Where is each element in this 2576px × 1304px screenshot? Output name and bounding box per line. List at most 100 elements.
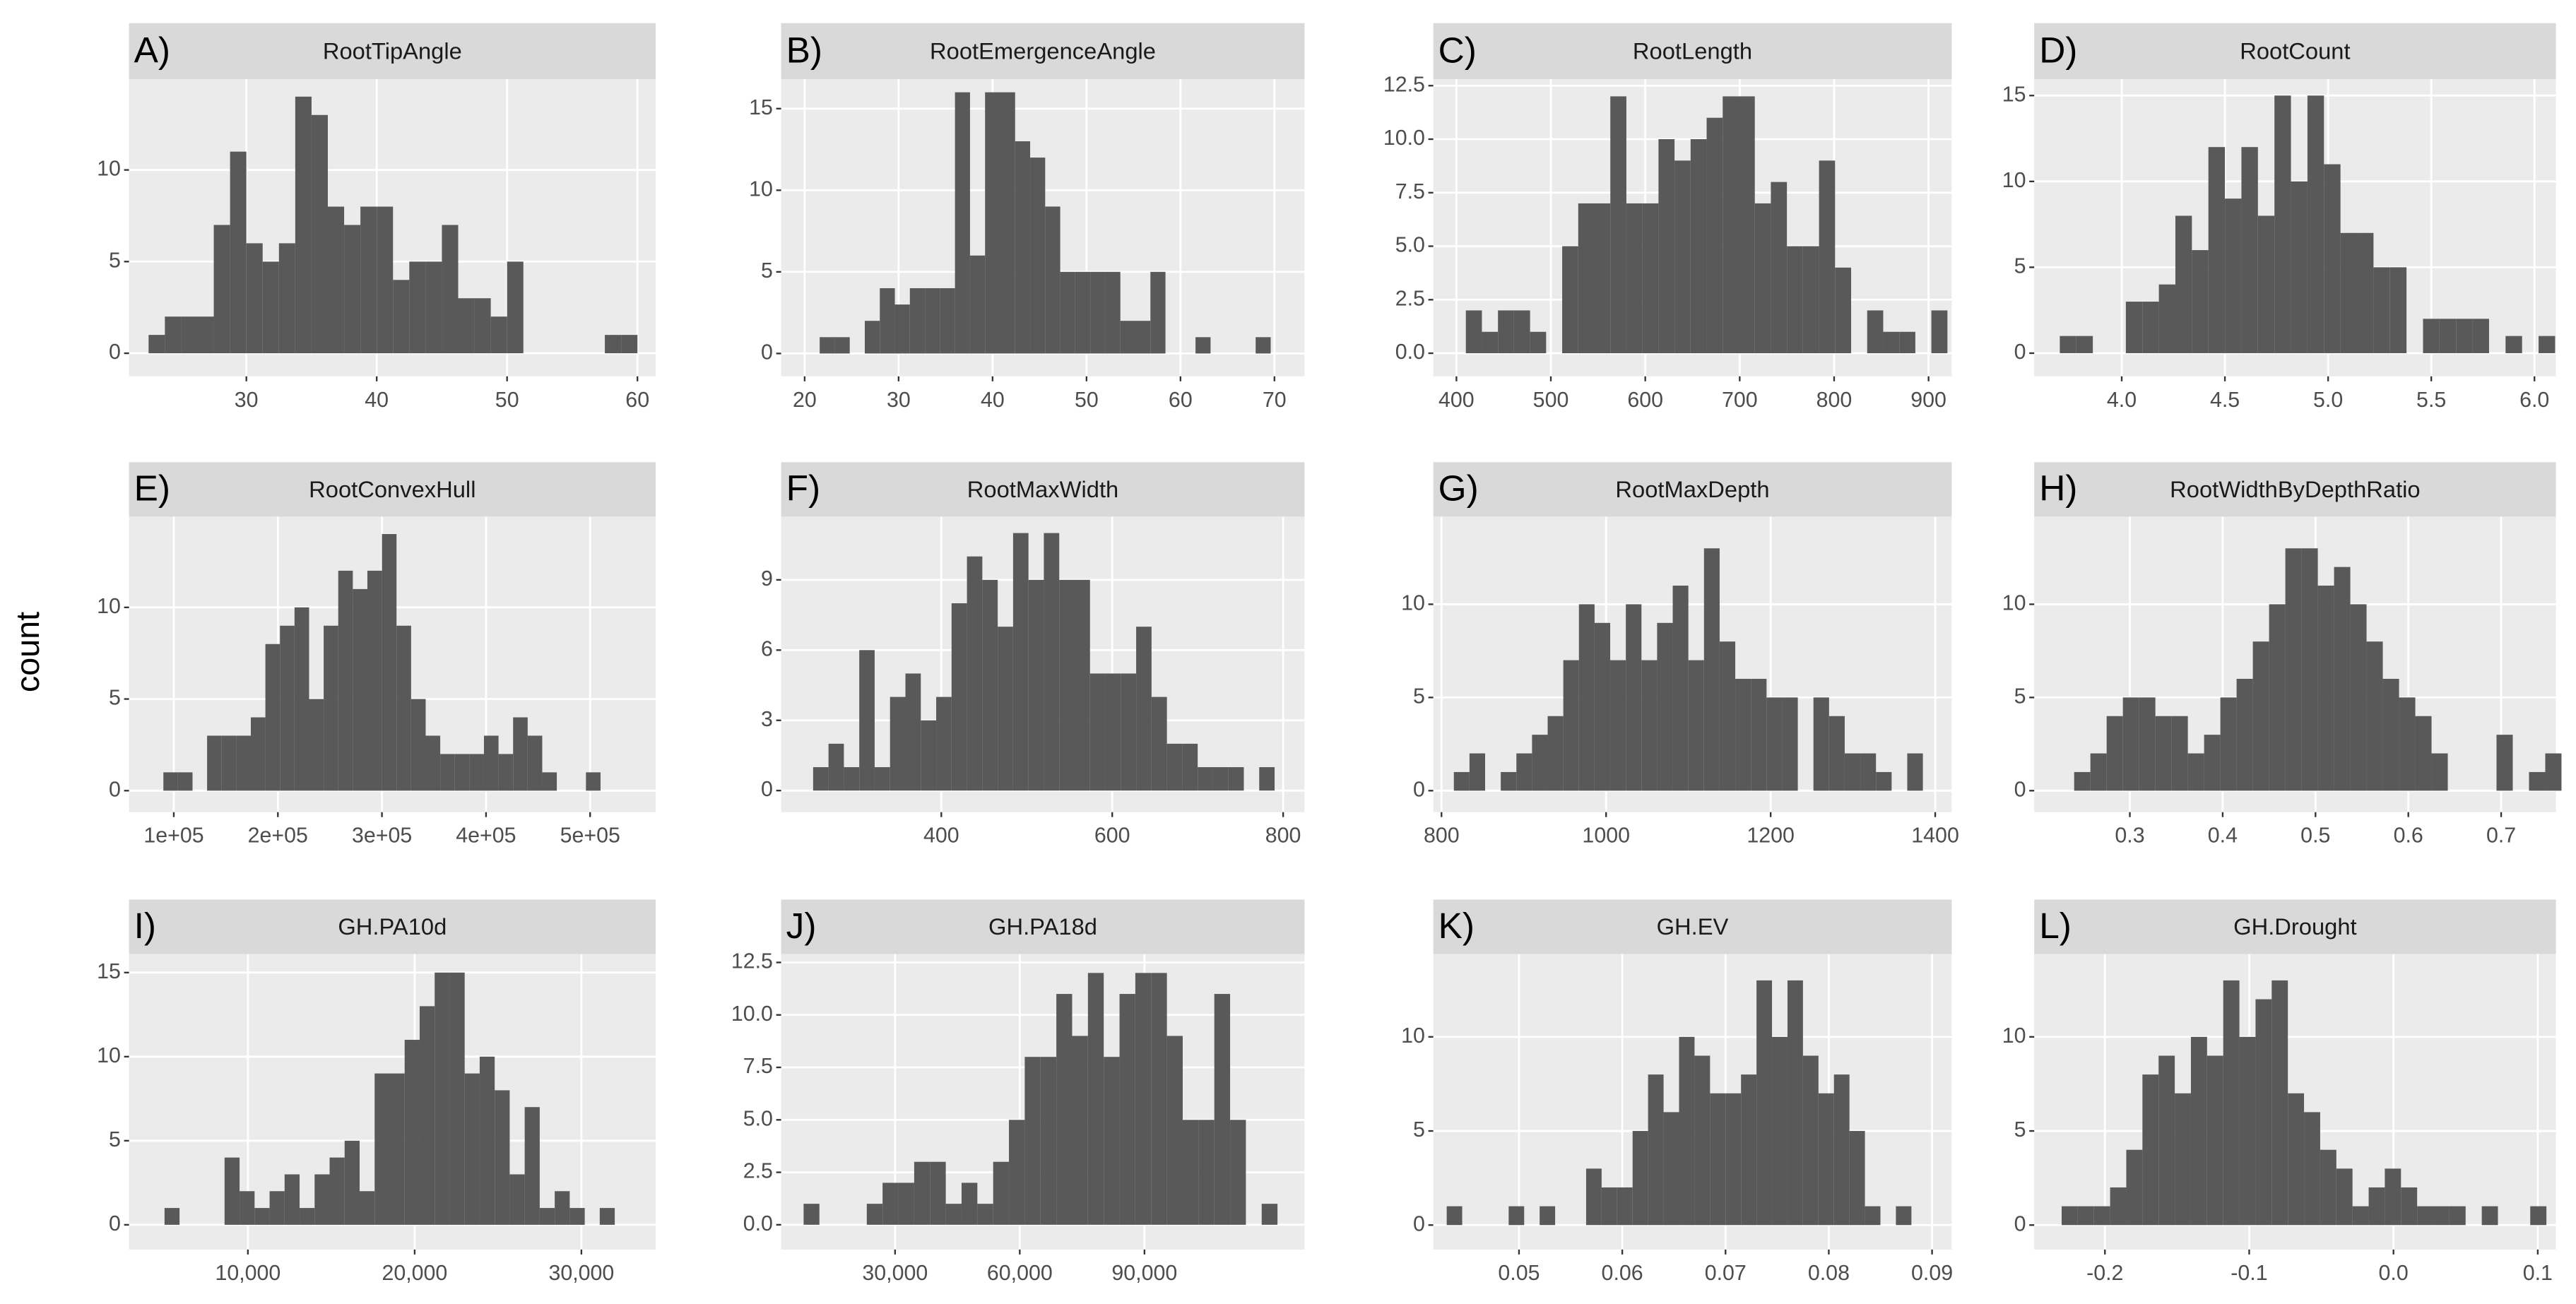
- histogram-bar: [197, 316, 214, 354]
- histogram-bar: [2288, 1093, 2305, 1226]
- histogram-bar: [246, 243, 263, 354]
- histogram-bar: [1255, 337, 1271, 354]
- histogram-bar: [344, 225, 361, 354]
- strip: [1433, 462, 1952, 517]
- histogram-bar: [1135, 973, 1152, 1225]
- panel-tag: F): [786, 468, 821, 509]
- histogram-bar: [164, 1208, 180, 1225]
- histogram-bar: [961, 1183, 978, 1225]
- histogram-bar: [524, 1107, 540, 1225]
- histogram-bar: [329, 1157, 345, 1225]
- histogram-bar: [605, 335, 622, 354]
- y-tick-label: 10: [2002, 591, 2026, 615]
- histogram-bar: [1087, 973, 1104, 1225]
- histogram-bar: [2220, 697, 2237, 791]
- x-tick-label: 30,000: [862, 1262, 928, 1285]
- x-tick-label: 1000: [1582, 824, 1630, 848]
- y-tick-label: 0: [109, 1212, 121, 1235]
- histogram-bar: [2074, 771, 2091, 791]
- panel: RootLength C) 0.0 2.5 5.0 7.5 10.0 12.5 400 500 60…: [1383, 23, 1952, 412]
- histogram-bar: [1028, 579, 1044, 791]
- y-tick-label: 0.0: [743, 1212, 773, 1235]
- histogram-bar: [360, 1191, 375, 1225]
- x-tick-label: 400: [1438, 389, 1475, 412]
- x-tick-label: 800: [1424, 824, 1460, 848]
- histogram-bar: [1663, 1112, 1679, 1226]
- histogram-bar: [977, 1204, 993, 1225]
- histogram-bar: [2382, 678, 2399, 791]
- histogram-bar: [483, 735, 499, 791]
- x-tick-label: -0.2: [2086, 1262, 2123, 1285]
- histogram-bar: [1513, 310, 1530, 354]
- histogram-bar: [2269, 604, 2286, 791]
- y-tick-label: 0: [2014, 1212, 2026, 1235]
- histogram-bar: [936, 697, 952, 791]
- strip-title: GH.PA18d: [988, 913, 1097, 940]
- histogram-bar: [1632, 1131, 1648, 1226]
- histogram-bar: [148, 335, 165, 354]
- histogram-bar: [2401, 1187, 2418, 1226]
- histogram-bar: [490, 316, 507, 354]
- x-tick-label: 0.4: [2208, 824, 2238, 848]
- y-axis-label: count: [9, 612, 46, 692]
- histogram-bar: [2171, 716, 2188, 791]
- histogram-bar: [1719, 641, 1736, 791]
- histogram-bar: [1610, 96, 1626, 354]
- histogram-bar: [1679, 1036, 1695, 1226]
- x-tick-label: 0.5: [2300, 824, 2330, 848]
- y-tick-label: 7.5: [743, 1055, 773, 1078]
- histogram-bar: [2125, 302, 2143, 353]
- histogram-bar: [2175, 1093, 2191, 1226]
- histogram-bar: [1710, 1093, 1726, 1226]
- histogram-bar: [1151, 697, 1167, 791]
- x-tick-label: 40: [981, 389, 1005, 412]
- histogram-bar: [1835, 267, 1852, 354]
- panel-tag: B): [786, 29, 822, 70]
- histogram-bar: [278, 243, 295, 354]
- histogram-bar: [2255, 999, 2272, 1226]
- histogram-bar: [1230, 1120, 1246, 1225]
- histogram-bar: [1040, 1057, 1057, 1225]
- histogram-bar: [2368, 1187, 2385, 1226]
- histogram-bar: [1090, 271, 1106, 354]
- histogram-bar: [2431, 753, 2448, 791]
- histogram-bar: [2093, 1206, 2110, 1226]
- y-tick-label: 5: [109, 1128, 121, 1151]
- histogram-bar: [527, 735, 543, 791]
- histogram-bar: [569, 1208, 585, 1225]
- histogram-bar: [1626, 604, 1642, 791]
- y-tick-label: 10.0: [1383, 126, 1425, 150]
- histogram-bar: [425, 735, 441, 791]
- histogram-bar: [367, 570, 382, 791]
- histogram-bar: [2155, 716, 2172, 791]
- histogram-bar: [921, 720, 937, 791]
- y-tick-label: 0: [761, 340, 773, 364]
- panel-tag: L): [2039, 905, 2072, 946]
- histogram-bar: [360, 206, 377, 354]
- histogram-bar: [2252, 641, 2269, 791]
- histogram-bar: [2291, 181, 2308, 353]
- histogram-bar: [1802, 1055, 1819, 1226]
- y-tick-label: 2.5: [743, 1160, 773, 1183]
- panel-tag: I): [134, 905, 156, 946]
- histogram-bar: [254, 1208, 270, 1225]
- histogram-bar: [945, 1204, 962, 1225]
- histogram-bar: [969, 255, 986, 354]
- histogram-bar: [2415, 716, 2432, 791]
- histogram-bar: [1009, 1120, 1025, 1225]
- histogram-bar: [1723, 96, 1739, 354]
- histogram-bar: [1261, 1204, 1278, 1225]
- histogram-bar: [469, 754, 484, 791]
- histogram-bar: [1828, 716, 1845, 791]
- histogram-bar: [2090, 753, 2107, 791]
- histogram-bar: [314, 1174, 330, 1225]
- x-tick-label: 3e+05: [352, 824, 412, 848]
- y-tick-label: 0: [2014, 340, 2026, 364]
- histogram-bar: [998, 627, 1013, 791]
- histogram-bar: [265, 644, 280, 791]
- histogram-bar: [925, 288, 940, 354]
- histogram-bar: [240, 1191, 255, 1225]
- histogram-bar: [542, 772, 557, 791]
- histogram-bar: [1104, 1057, 1120, 1225]
- histogram-bar: [2472, 319, 2489, 353]
